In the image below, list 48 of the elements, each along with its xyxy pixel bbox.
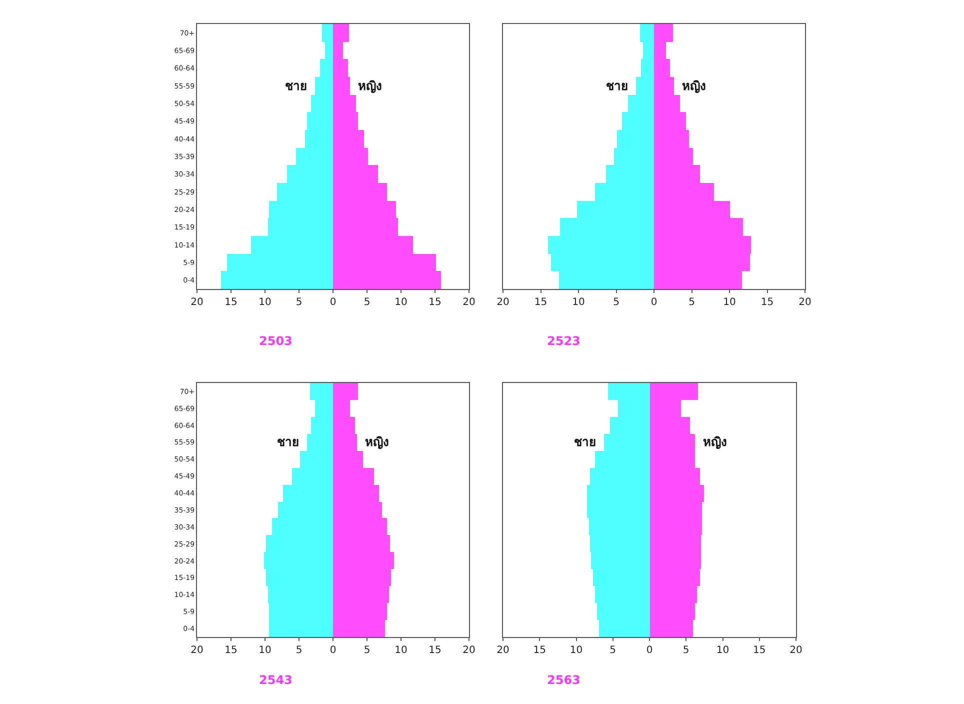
x-tick-label: 15 [534, 297, 548, 308]
series-label: ชาย [285, 79, 307, 93]
x-tick-label: 5 [296, 645, 302, 656]
x-tick-label: 15 [753, 645, 766, 656]
x-tick-label: 20 [190, 297, 204, 308]
x-tick-label: 15 [533, 645, 546, 656]
series-label: หญิง [703, 435, 727, 449]
x-tick-label: 15 [224, 645, 238, 656]
x-tick-label: 15 [428, 297, 442, 308]
x-tick-label: 15 [760, 297, 774, 308]
x-tick-label: 0 [650, 297, 658, 308]
x-tick-label: 5 [610, 645, 616, 656]
x-axis-title: 2543 [259, 673, 292, 687]
x-tick-label: 5 [364, 297, 370, 308]
x-tick-label: 0 [330, 297, 336, 308]
x-tick-label: 20 [798, 297, 812, 308]
x-tick-label: 20 [462, 645, 476, 656]
x-tick-label: 0 [646, 645, 653, 656]
series-label: หญิง [358, 79, 382, 93]
x-tick-label: 5 [688, 297, 695, 308]
x-tick-label: 20 [190, 645, 204, 656]
x-axis-title: 2563 [547, 673, 580, 687]
x-tick-label: 10 [394, 645, 408, 656]
series-label: หญิง [682, 79, 706, 93]
x-tick-label: 5 [613, 297, 620, 308]
x-tick-label: 15 [224, 297, 238, 308]
x-tick-label: 20 [790, 645, 802, 656]
x-tick-label: 0 [330, 645, 336, 656]
x-tick-label: 10 [570, 645, 583, 656]
x-tick-label: 10 [723, 297, 736, 308]
x-tick-label: 10 [716, 645, 730, 656]
x-tick-label: 15 [428, 645, 442, 656]
series-label: ชาย [574, 435, 596, 449]
x-axis-title: 2523 [547, 334, 580, 348]
series-label: ชาย [606, 79, 628, 93]
x-tick-label: 5 [682, 645, 690, 656]
x-tick-label: 10 [394, 297, 408, 308]
x-tick-label: 20 [462, 297, 476, 308]
x-tick-label: 10 [258, 645, 272, 656]
x-tick-label: 10 [258, 297, 272, 308]
x-tick-label: 5 [364, 645, 370, 656]
x-axis-title: 2503 [259, 334, 292, 348]
x-tick-label: 10 [572, 297, 585, 308]
x-tick-label: 20 [496, 645, 510, 656]
x-tick-label: 5 [296, 297, 302, 308]
x-tick-label: 20 [496, 297, 510, 308]
series-label: ชาย [277, 435, 299, 449]
series-label: หญิง [365, 435, 389, 449]
